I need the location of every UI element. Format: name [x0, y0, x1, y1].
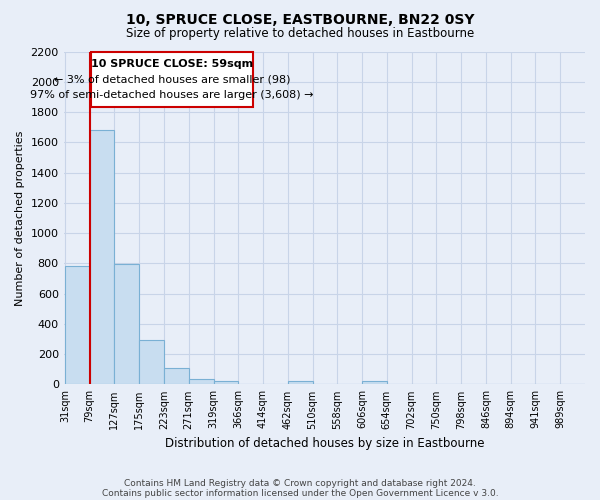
- Y-axis label: Number of detached properties: Number of detached properties: [15, 130, 25, 306]
- FancyBboxPatch shape: [91, 52, 253, 108]
- Bar: [89, 130, 115, 384]
- Bar: [139, 340, 164, 384]
- Bar: [362, 382, 387, 384]
- Text: Contains HM Land Registry data © Crown copyright and database right 2024.: Contains HM Land Registry data © Crown c…: [124, 478, 476, 488]
- Bar: [189, 379, 214, 384]
- Bar: [65, 266, 89, 384]
- Text: ← 3% of detached houses are smaller (98): ← 3% of detached houses are smaller (98): [54, 75, 290, 85]
- Bar: [164, 368, 189, 384]
- Text: 10 SPRUCE CLOSE: 59sqm: 10 SPRUCE CLOSE: 59sqm: [91, 60, 253, 70]
- Text: 10, SPRUCE CLOSE, EASTBOURNE, BN22 0SY: 10, SPRUCE CLOSE, EASTBOURNE, BN22 0SY: [126, 12, 474, 26]
- X-axis label: Distribution of detached houses by size in Eastbourne: Distribution of detached houses by size …: [164, 437, 484, 450]
- Text: Size of property relative to detached houses in Eastbourne: Size of property relative to detached ho…: [126, 28, 474, 40]
- Text: 97% of semi-detached houses are larger (3,608) →: 97% of semi-detached houses are larger (…: [30, 90, 314, 101]
- Bar: [288, 382, 313, 384]
- Bar: [115, 264, 139, 384]
- Text: Contains public sector information licensed under the Open Government Licence v : Contains public sector information licen…: [101, 488, 499, 498]
- Bar: [214, 380, 238, 384]
